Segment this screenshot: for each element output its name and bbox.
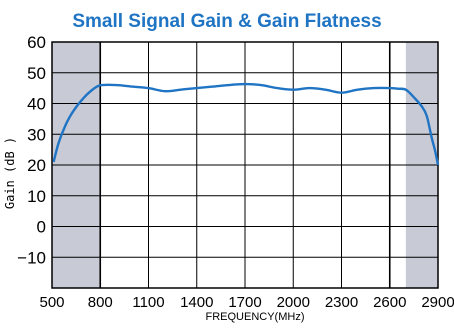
x-tick-labels: 500 800 1100 1400 1700 2000 2300 2600 2900 (39, 294, 454, 311)
grid-lines (52, 42, 438, 288)
x-tick-label: 800 (88, 294, 113, 311)
y-tick-label: 50 (27, 64, 46, 83)
x-tick-label: 500 (39, 294, 64, 311)
y-tick-label: 40 (27, 95, 46, 114)
y-tick-labels: 60 50 40 30 20 10 0 −10 (17, 33, 46, 267)
series-line-0 (52, 82, 440, 166)
y-axis-label: Gain (dB ) (3, 137, 17, 209)
x-tick-label: 2300 (325, 294, 358, 311)
x-tick-label: 2000 (277, 294, 310, 311)
y-tick-label: 10 (27, 187, 46, 206)
chart-title: Small Signal Gain & Gain Flatness (72, 11, 381, 32)
x-tick-label: 1400 (180, 294, 213, 311)
x-tick-label: 2600 (373, 294, 406, 311)
x-tick-label: 1700 (228, 294, 261, 311)
y-tick-label: 60 (27, 33, 46, 52)
series-layer (52, 82, 440, 166)
x-tick-label: 1100 (132, 294, 164, 311)
y-tick-label: −10 (17, 248, 46, 267)
y-tick-label: 0 (37, 218, 46, 237)
x-tick-label: 2900 (421, 294, 454, 311)
x-axis-label: FREQUENCY(MHz) (206, 311, 305, 323)
y-tick-label: 20 (27, 156, 46, 175)
y-tick-label: 30 (27, 125, 46, 144)
